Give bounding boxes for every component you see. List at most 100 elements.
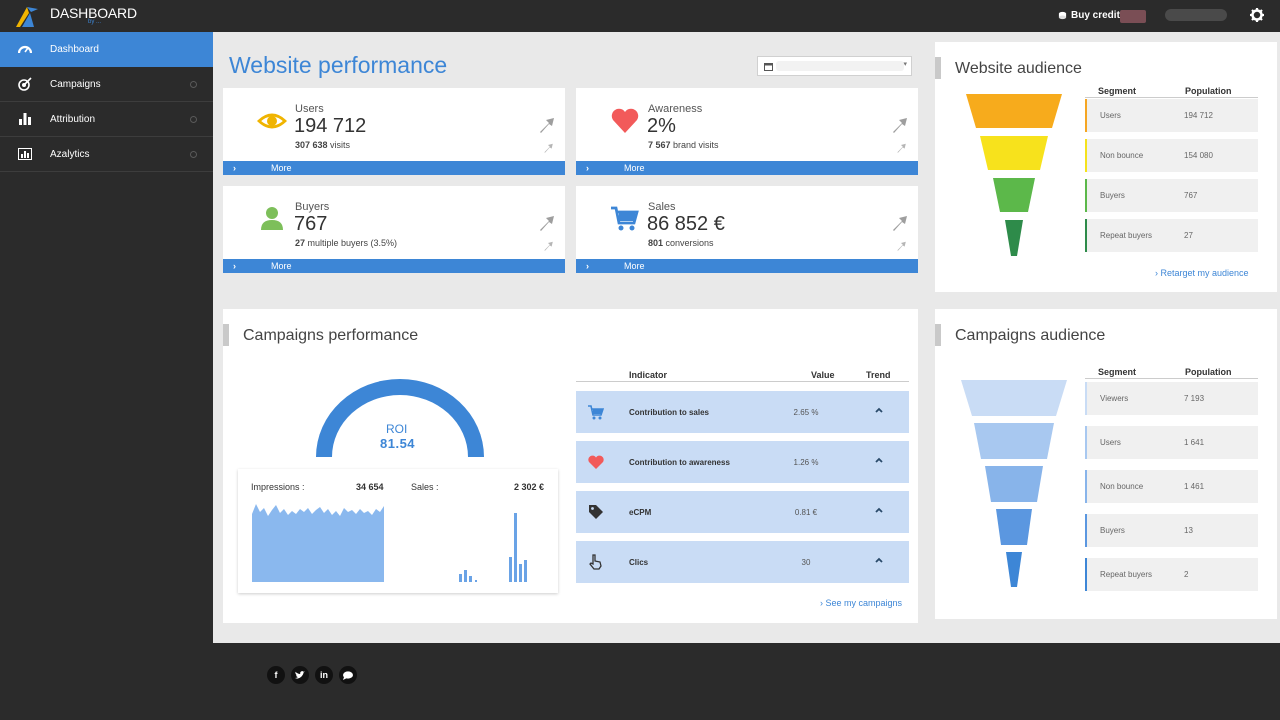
sidebar-item-attribution[interactable]: Attribution (0, 102, 213, 137)
trend-arrow-icon (540, 118, 554, 133)
segment-name: Repeat buyers (1100, 570, 1153, 579)
column-header-segment: Segment (1098, 367, 1137, 377)
kpi-subtext: 307 638 visits (295, 140, 351, 150)
column-header-trend: Trend (866, 370, 891, 380)
sidebar-item-dashboard[interactable]: Dashboard (0, 32, 213, 67)
segment-population: 7 193 (1184, 394, 1205, 403)
indicator-value: 0.81 € (794, 508, 818, 517)
segment-population: 13 (1184, 526, 1193, 535)
website-audience-funnel (966, 94, 1062, 256)
analytics-icon (18, 148, 32, 160)
more-button[interactable]: › More (223, 259, 565, 273)
logo-text: DASHBOARD (50, 5, 137, 21)
twitter-icon[interactable] (291, 666, 309, 684)
table-row: eCPM 0.81 € (576, 491, 909, 533)
section-marker (223, 324, 229, 346)
sidebar-item-campaigns[interactable]: Campaigns (0, 67, 213, 102)
user-account-menu[interactable] (1165, 9, 1227, 21)
kpi-value: 767 (294, 213, 328, 235)
sales-bar (475, 580, 477, 582)
impressions-area (252, 504, 384, 582)
campaigns-performance-title: Campaigns performance (243, 327, 419, 344)
chevron-right-icon: › (586, 261, 589, 271)
segment-name: Users (1100, 111, 1121, 120)
more-button[interactable]: › More (576, 259, 918, 273)
coins-icon (1058, 11, 1067, 20)
see-campaigns-link[interactable]: › See my campaigns (820, 598, 903, 608)
linkedin-icon[interactable]: in (315, 666, 333, 684)
more-button[interactable]: › More (576, 161, 918, 175)
table-row: Contribution to sales 2.65 % (576, 391, 909, 433)
expand-indicator-icon (190, 81, 197, 88)
kpi-card-buyers: Buyers 767 27 multiple buyers (3.5%) › Mo… (223, 186, 565, 273)
trend-arrow-small-icon (544, 241, 553, 251)
retarget-audience-link[interactable]: › Retarget my audience (1155, 268, 1249, 278)
impressions-value: 34 654 (356, 482, 384, 492)
more-label: More (624, 163, 645, 173)
chat-icon[interactable] (339, 666, 357, 684)
sales-value: 2 302 € (514, 482, 545, 492)
segment-population: 27 (1184, 231, 1193, 240)
sales-bar (469, 576, 472, 582)
sales-bar (524, 560, 527, 582)
indicator-value: 1.26 % (793, 458, 819, 467)
funnel-stage-buyers (996, 509, 1032, 545)
segment-color-bar (1085, 514, 1087, 547)
gauge-icon (18, 45, 32, 54)
column-header-population: Population (1185, 367, 1232, 377)
roi-label: ROI (386, 422, 408, 436)
roi-gauge (316, 379, 484, 457)
sidebar: Dashboard Campaigns Attribution Azalytic… (0, 32, 213, 643)
sales-bar (464, 570, 467, 582)
bar-chart-icon (19, 113, 31, 125)
kpi-subtext: 7 567 brand visits (648, 140, 719, 150)
table-row: Non bounce 154 080 (1085, 139, 1258, 172)
page-title: Website performance (229, 52, 448, 78)
heart-icon (588, 455, 604, 469)
table-row: Contribution to awareness 1.26 % (576, 441, 909, 483)
trend-arrow-icon (893, 216, 907, 231)
logo-subtext: by ... (88, 19, 102, 25)
sales-label: Sales : (411, 482, 439, 492)
header-divider (576, 381, 909, 382)
roi-gauge-arc (316, 379, 484, 457)
kpi-card-awareness: Awareness 2% 7 567 brand visits › More (576, 88, 918, 175)
segment-color-bar (1085, 558, 1087, 591)
sales-bar (459, 574, 462, 582)
column-header-indicator: Indicator (629, 370, 668, 380)
date-range-picker[interactable]: ▾ (757, 56, 912, 76)
table-row: Users 1 641 (1085, 426, 1258, 459)
more-button[interactable]: › More (223, 161, 565, 175)
table-row: Buyers 767 (1085, 179, 1258, 212)
indicator-name: Contribution to awareness (629, 458, 730, 467)
segment-name: Buyers (1100, 526, 1125, 535)
pointer-icon (589, 554, 602, 570)
funnel-stage-repeat-buyers (1006, 552, 1022, 587)
trend-arrow-small-icon (897, 241, 906, 251)
target-icon (18, 77, 32, 91)
sales-bar (519, 564, 522, 582)
table-row: Repeat buyers 2 (1085, 558, 1258, 591)
buy-credits-label: Buy credits (1071, 10, 1126, 21)
chevron-up-icon (875, 457, 883, 463)
chevron-right-icon: › (233, 163, 236, 173)
kpi-label: Awareness (648, 103, 703, 115)
buy-credits-link[interactable]: Buy credits (1058, 10, 1125, 21)
retarget-link-label: Retarget my audience (1160, 268, 1249, 278)
segment-population: 767 (1184, 191, 1198, 200)
facebook-icon[interactable]: f (267, 666, 285, 684)
gear-icon[interactable] (1250, 8, 1264, 22)
credits-balance (1120, 10, 1146, 23)
calendar-icon (764, 63, 773, 71)
kpi-card-users: Users 194 712 307 638 visits › More (223, 88, 565, 175)
indicator-value: 30 (801, 558, 811, 567)
sidebar-item-label: Dashboard (50, 43, 99, 55)
user-icon (261, 207, 283, 230)
sidebar-item-azalytics[interactable]: Azalytics (0, 137, 213, 172)
table-row: Buyers 13 (1085, 514, 1258, 547)
more-label: More (271, 261, 292, 271)
website-audience-title: Website audience (955, 60, 1082, 77)
segment-name: Buyers (1100, 191, 1125, 200)
segment-name: Viewers (1100, 394, 1129, 403)
logo-icon[interactable] (14, 3, 40, 29)
